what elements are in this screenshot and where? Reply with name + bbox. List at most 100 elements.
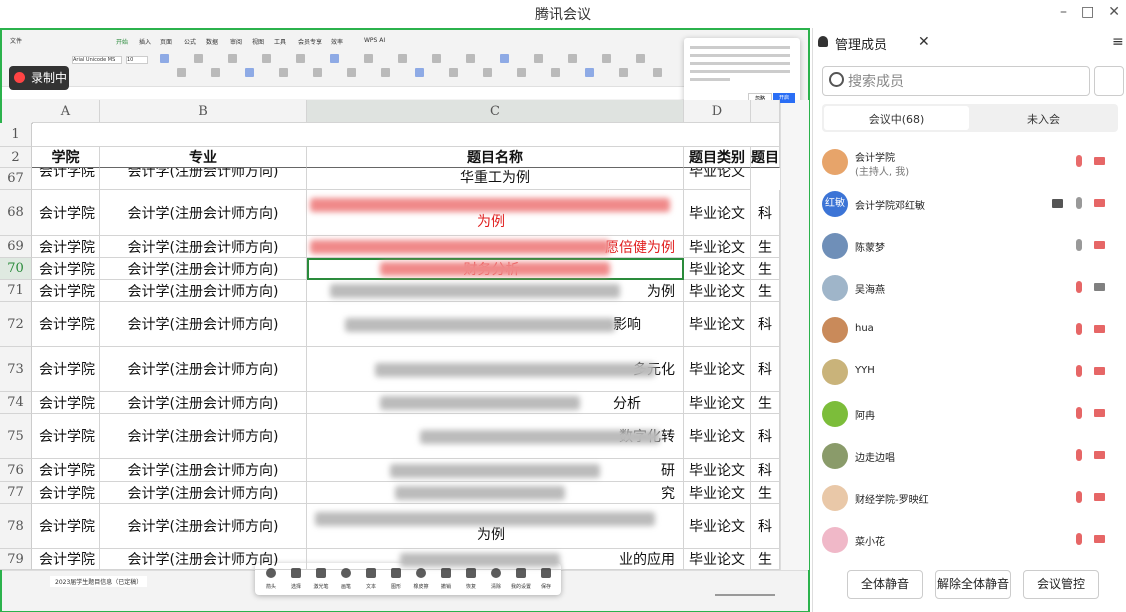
column-header[interactable] bbox=[751, 100, 780, 123]
ribbon-tab[interactable]: 开始 bbox=[116, 39, 129, 46]
video-icon[interactable] bbox=[1094, 409, 1105, 417]
cell: 生 bbox=[751, 549, 780, 570]
mic-icon[interactable] bbox=[1076, 449, 1082, 461]
tool-icon[interactable] bbox=[441, 568, 451, 578]
panel-tab[interactable]: 未入会 bbox=[1027, 113, 1060, 126]
video-icon[interactable] bbox=[1094, 325, 1105, 333]
search-box[interactable] bbox=[822, 66, 1090, 96]
row-number[interactable]: 73 bbox=[0, 347, 32, 392]
row-number[interactable]: 70 bbox=[0, 258, 32, 280]
member-name[interactable]: YYH bbox=[855, 365, 875, 376]
row-number[interactable]: 2 bbox=[0, 147, 32, 168]
tool-icon[interactable] bbox=[491, 568, 501, 578]
tool-icon[interactable] bbox=[316, 568, 326, 578]
cell: 科 bbox=[751, 504, 780, 549]
mic-icon[interactable] bbox=[1076, 155, 1082, 167]
mic-icon[interactable] bbox=[1076, 323, 1082, 335]
mic-icon[interactable] bbox=[1076, 407, 1082, 419]
mic-icon[interactable] bbox=[1076, 281, 1082, 293]
cell: 会计学(注册会计师方向) bbox=[100, 280, 307, 302]
mic-icon[interactable] bbox=[1076, 197, 1082, 209]
video-icon[interactable] bbox=[1094, 535, 1105, 543]
member-name[interactable]: hua bbox=[855, 323, 874, 334]
invite-button[interactable] bbox=[1094, 66, 1124, 96]
member-name[interactable]: 会计学院 bbox=[855, 153, 895, 164]
tool-icon[interactable] bbox=[466, 568, 476, 578]
ribbon-tab[interactable]: 插入 bbox=[139, 39, 152, 46]
ribbon-tab[interactable]: 视图 bbox=[252, 39, 265, 46]
row-number[interactable]: 69 bbox=[0, 236, 32, 258]
empty-row bbox=[32, 123, 780, 147]
column-header[interactable]: B bbox=[100, 100, 307, 123]
member-name[interactable]: 阿冉 bbox=[855, 411, 875, 422]
row-number[interactable]: 1 bbox=[0, 123, 32, 147]
avatar bbox=[822, 233, 848, 259]
member-name[interactable]: 菜小花 bbox=[855, 537, 885, 548]
tool-icon[interactable] bbox=[541, 568, 551, 578]
column-header[interactable]: D bbox=[684, 100, 751, 123]
tool-icon[interactable] bbox=[341, 568, 351, 578]
mic-icon[interactable] bbox=[1076, 239, 1082, 251]
column-header[interactable]: A bbox=[32, 100, 100, 123]
member-name[interactable]: 吴海燕 bbox=[855, 285, 885, 296]
row-number[interactable]: 78 bbox=[0, 504, 32, 549]
ribbon-tab[interactable]: 页面 bbox=[160, 39, 173, 46]
tool-icon[interactable] bbox=[266, 568, 276, 578]
row-number[interactable]: 72 bbox=[0, 302, 32, 347]
row-number[interactable]: 67 bbox=[0, 168, 32, 190]
row-number[interactable]: 74 bbox=[0, 392, 32, 414]
mic-icon[interactable] bbox=[1076, 491, 1082, 503]
video-icon[interactable] bbox=[1094, 157, 1105, 165]
tool-icon[interactable] bbox=[391, 568, 401, 578]
ribbon-icon bbox=[449, 68, 458, 77]
ribbon-tab[interactable]: 效率 bbox=[331, 39, 344, 46]
panel-menu[interactable]: ≡ bbox=[1112, 34, 1124, 50]
mic-icon[interactable] bbox=[1076, 365, 1082, 377]
column-header[interactable]: C bbox=[307, 100, 684, 123]
row-number[interactable]: 75 bbox=[0, 414, 32, 459]
row-number[interactable]: 68 bbox=[0, 190, 32, 236]
panel-button[interactable]: 全体静音 bbox=[847, 570, 923, 599]
tool-icon[interactable] bbox=[516, 568, 526, 578]
member-name[interactable]: 财经学院-罗映红 bbox=[855, 495, 929, 506]
cell: 为例 bbox=[307, 190, 684, 236]
member-name[interactable]: 陈蒙梦 bbox=[855, 243, 885, 254]
font-name[interactable]: Arial Unicode MS bbox=[72, 56, 122, 64]
row-number[interactable]: 71 bbox=[0, 280, 32, 302]
popup-text bbox=[690, 70, 790, 73]
tool-icon[interactable] bbox=[416, 568, 426, 578]
panel-close[interactable]: ✕ bbox=[918, 34, 930, 50]
tool-icon[interactable] bbox=[291, 568, 301, 578]
video-icon[interactable] bbox=[1094, 283, 1105, 291]
video-icon[interactable] bbox=[1094, 493, 1105, 501]
member-name[interactable]: 会计学院邓红敏 bbox=[855, 201, 925, 212]
ribbon-tab[interactable]: 会员专享 bbox=[298, 39, 323, 46]
avatar bbox=[822, 359, 848, 385]
cell: 会计学院 bbox=[32, 549, 100, 570]
font-size[interactable]: 10 bbox=[126, 56, 148, 64]
ribbon-tab[interactable]: 数据 bbox=[206, 39, 219, 46]
ribbon-tab[interactable]: 公式 bbox=[184, 39, 197, 46]
ribbon-tab[interactable]: 审阅 bbox=[230, 39, 243, 46]
sheet-tab[interactable]: 2023届学生题目信息（已定稿） bbox=[50, 576, 148, 587]
avatar bbox=[822, 485, 848, 511]
mic-icon[interactable] bbox=[1076, 533, 1082, 545]
panel-button[interactable]: 解除全体静音 bbox=[935, 570, 1011, 599]
video-icon[interactable] bbox=[1094, 451, 1105, 459]
member-name[interactable]: 边走边唱 bbox=[855, 453, 895, 464]
panel-tab[interactable]: 会议中(68) bbox=[868, 113, 925, 126]
video-icon[interactable] bbox=[1094, 241, 1105, 249]
row-number[interactable]: 76 bbox=[0, 459, 32, 482]
row-number[interactable]: 77 bbox=[0, 482, 32, 504]
window-controls[interactable]: –□✕ bbox=[1060, 4, 1120, 20]
panel-button[interactable]: 会议管控 bbox=[1023, 570, 1099, 599]
video-icon[interactable] bbox=[1094, 199, 1105, 207]
redacted bbox=[310, 240, 610, 254]
tool-icon[interactable] bbox=[366, 568, 376, 578]
popup-button[interactable]: 开启 bbox=[773, 93, 795, 103]
ribbon-menu[interactable]: 文件 bbox=[10, 38, 23, 45]
ribbon-tab[interactable]: WPS AI bbox=[364, 37, 386, 44]
video-icon[interactable] bbox=[1094, 367, 1105, 375]
row-number[interactable]: 79 bbox=[0, 549, 32, 570]
ribbon-tab[interactable]: 工具 bbox=[274, 39, 287, 46]
